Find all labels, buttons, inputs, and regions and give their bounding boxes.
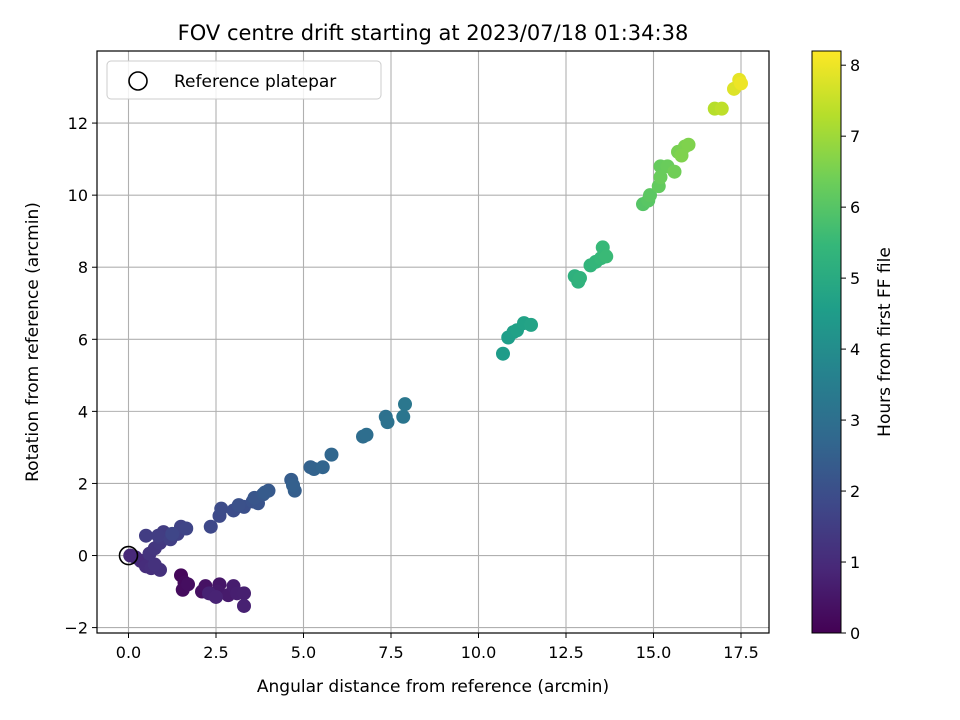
data-point <box>573 271 587 286</box>
data-point <box>681 137 696 152</box>
legend-entry-reference-platepar: Reference platepar <box>174 72 336 92</box>
data-point <box>237 598 251 613</box>
data-point <box>315 460 330 475</box>
data-point <box>643 188 657 203</box>
data-point <box>324 447 339 462</box>
colorbar-tick-label: 2 <box>850 482 860 501</box>
grid <box>97 51 769 633</box>
data-point <box>181 577 195 592</box>
chart-title: FOV centre drift starting at 2023/07/18 … <box>178 21 689 45</box>
data-point <box>734 76 748 91</box>
x-tick-label: 10.0 <box>461 643 497 662</box>
colorbar-tick-label: 8 <box>850 56 860 75</box>
y-tick-label: 12 <box>68 114 88 133</box>
data-point <box>599 249 614 264</box>
data-point <box>209 589 223 604</box>
y-tick-label: 8 <box>78 258 88 277</box>
data-points <box>123 72 748 613</box>
x-tick-label: 5.0 <box>291 643 316 662</box>
x-tick-label: 7.5 <box>378 643 403 662</box>
reference-point-marker <box>118 545 139 566</box>
data-point <box>674 148 689 163</box>
x-tick-label: 2.5 <box>203 643 228 662</box>
data-point <box>139 528 153 543</box>
data-point <box>151 528 166 543</box>
data-point <box>380 415 395 430</box>
data-point <box>667 164 682 179</box>
data-point <box>286 478 300 493</box>
data-point <box>714 101 729 116</box>
legend: Reference platepar <box>106 60 382 100</box>
x-tick-label: 12.5 <box>548 643 584 662</box>
y-tick-label: 6 <box>78 330 88 349</box>
x-axis-label: Angular distance from reference (arcmin) <box>257 677 609 697</box>
data-point <box>653 170 668 185</box>
legend-box <box>106 60 382 100</box>
data-point <box>258 485 272 500</box>
colorbar-tick-label: 5 <box>850 269 860 288</box>
y-axis-label: Rotation from reference (arcmin) <box>23 202 43 482</box>
data-point <box>359 427 374 442</box>
x-tick-label: 15.0 <box>636 643 672 662</box>
data-point <box>203 519 218 534</box>
colorbar-tick-label: 0 <box>850 624 860 643</box>
x-tick-label: 0.0 <box>116 643 141 662</box>
colorbar-label: Hours from first FF file <box>875 247 895 437</box>
data-point <box>214 501 229 516</box>
colorbar-ticks: 0 1 2 3 4 5 6 7 8 <box>841 56 860 643</box>
data-point <box>496 346 510 361</box>
data-point <box>165 526 180 541</box>
data-point <box>396 409 411 424</box>
colorbar-tick-label: 7 <box>850 127 860 146</box>
x-axis-ticks: 0.0 2.5 5.0 7.5 10.0 12.5 15.0 17.5 <box>116 633 759 662</box>
legend-marker-icon <box>128 71 148 91</box>
y-axis-ticks: −2 0 2 4 6 8 10 12 <box>64 114 97 638</box>
y-tick-label: 0 <box>78 547 88 566</box>
y-tick-label: 4 <box>78 402 88 421</box>
colorbar-tick-label: 3 <box>850 411 860 430</box>
data-point <box>237 586 251 601</box>
y-tick-label: 2 <box>78 474 88 493</box>
y-tick-label: 10 <box>68 186 88 205</box>
y-tick-label: −2 <box>64 619 88 638</box>
data-point <box>147 557 162 572</box>
data-point <box>524 317 538 332</box>
data-point <box>179 521 194 536</box>
colorbar-tick-label: 6 <box>850 198 860 217</box>
colorbar-tick-label: 1 <box>850 553 860 572</box>
colorbar-tick-label: 4 <box>850 340 860 359</box>
data-point <box>398 397 412 412</box>
colorbar <box>811 50 842 634</box>
plot-area-frame <box>96 50 770 634</box>
x-tick-label: 17.5 <box>723 643 759 662</box>
data-point <box>231 498 246 513</box>
